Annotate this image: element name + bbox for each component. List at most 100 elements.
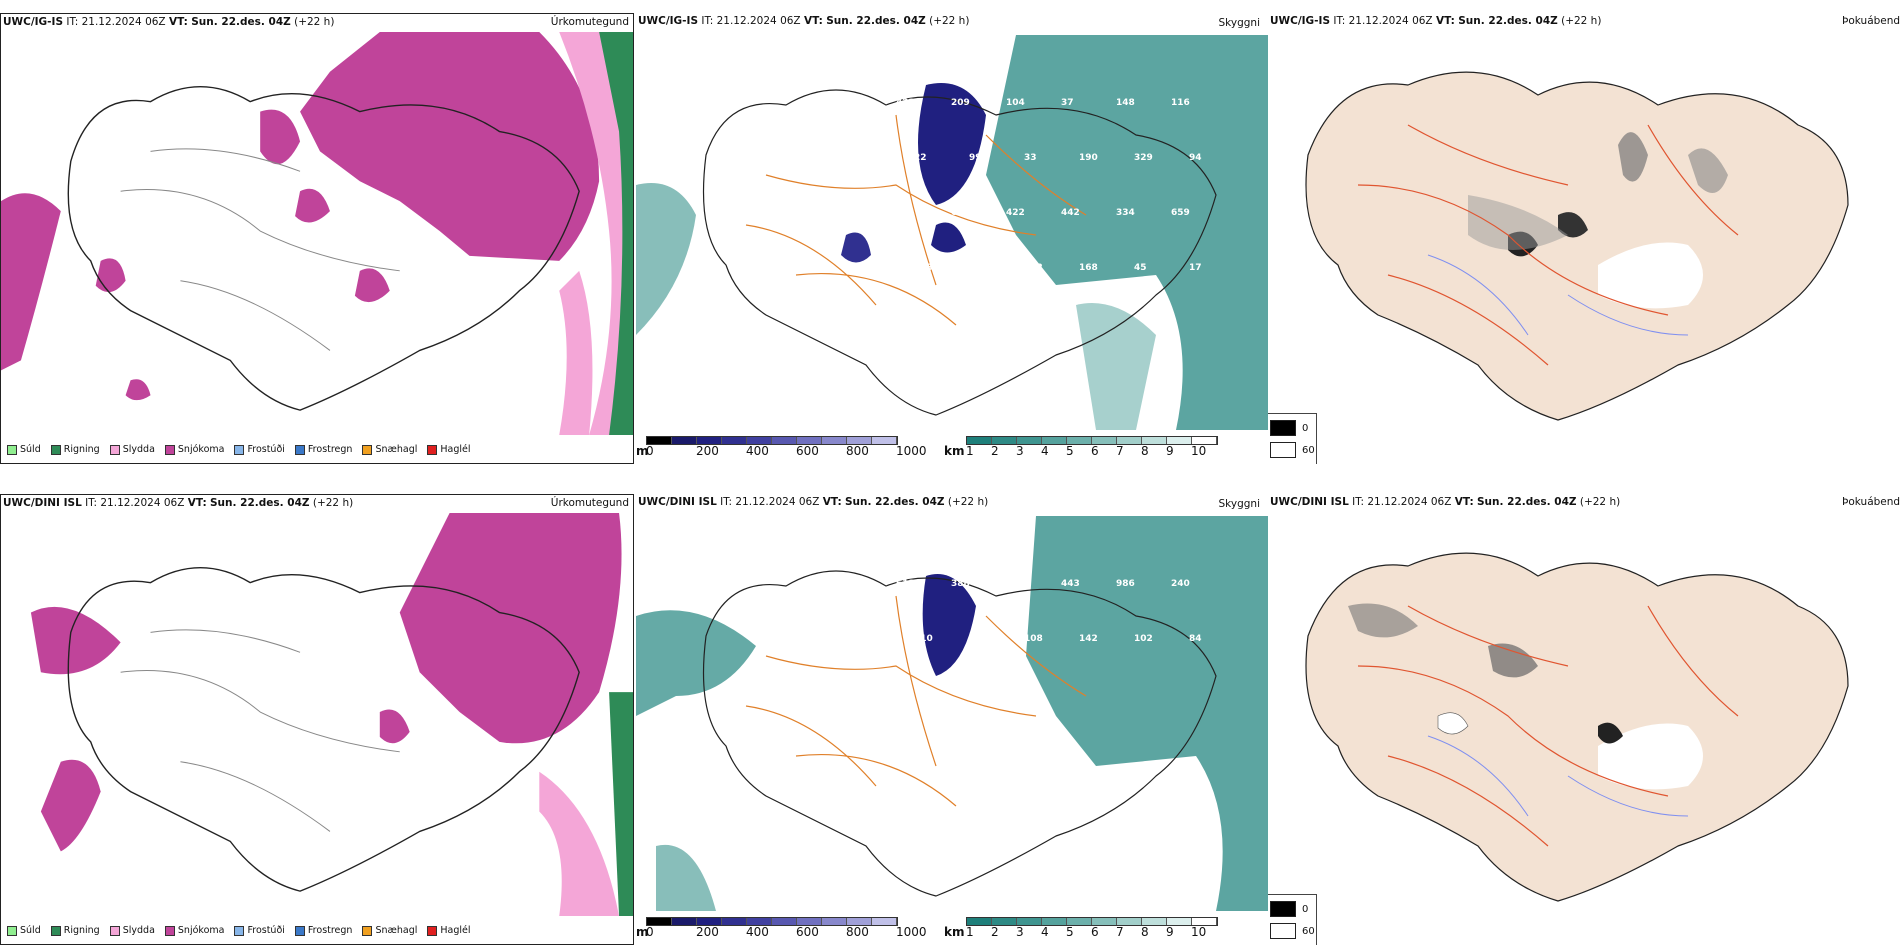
colorbar-cell <box>747 437 772 444</box>
panel-variable-name: Úrkomutegund <box>550 497 629 509</box>
colorbar-cell <box>992 918 1017 925</box>
colorbar-cell <box>822 437 847 444</box>
colorbar-tick: 400 <box>746 925 769 939</box>
precip-legend-item: Haglél <box>427 444 471 455</box>
colorbar-cell <box>1142 918 1167 925</box>
fog-legend-label: 60 <box>1302 925 1315 937</box>
ceiling-value-label: 531 <box>969 263 988 273</box>
legend-swatch <box>234 444 245 455</box>
ceiling-value-label: 522 <box>1006 579 1025 589</box>
colorbar-tick: 800 <box>846 925 869 939</box>
ceiling-value-label: 22 <box>914 153 927 163</box>
ceiling-map-svg: 422 209 104 37 148 116 22 99 33 190 329 94 94 625 422 4… <box>636 35 1268 430</box>
colorbar-tick: 400 <box>746 444 769 458</box>
precip-legend-item: Snæhagl <box>362 444 417 455</box>
legend-label: Haglél <box>440 925 471 936</box>
legend-label: Frostregn <box>307 925 353 936</box>
legend-label: Haglél <box>440 444 471 455</box>
precip-legend-item: Frostúði <box>234 925 285 936</box>
colorbar-cell <box>1017 437 1042 444</box>
legend-swatch <box>109 444 120 455</box>
colorbar-cells <box>966 436 1218 445</box>
legend-swatch <box>294 925 305 936</box>
ceiling-value-label: 102 <box>1134 634 1153 644</box>
panel-variable-name: Þokuábendi <box>1842 15 1900 27</box>
legend-label: Snjókoma <box>177 444 225 455</box>
ceiling-value-label: 17 <box>1189 263 1202 273</box>
colorbar-tick: 6 <box>1091 925 1099 939</box>
ceiling-value-label: 388 <box>951 579 970 589</box>
ceiling-value-label: 57 <box>896 689 909 699</box>
ceiling-map: 613 388 522 443 986 240 210 68 108 142 102 84 57 <box>636 516 1268 911</box>
colorbar-cell <box>967 918 992 925</box>
precip-map-svg <box>1 32 633 435</box>
legend-swatch <box>109 925 120 936</box>
colorbar-tick: 1000 <box>896 444 927 458</box>
precip-legend-item: Snjókoma <box>164 444 225 455</box>
colorbar-cell <box>1117 918 1142 925</box>
colorbar-tick: 0 <box>646 444 654 458</box>
legend-swatch <box>7 925 17 936</box>
fog-legend-box: 0 60 <box>1268 894 1317 945</box>
colorbar-tick: 10 <box>1191 444 1207 458</box>
ceiling-value-label: 168 <box>1079 263 1098 273</box>
ceiling-value-label: 33 <box>1024 153 1037 163</box>
precip-map <box>1 32 633 435</box>
colorbar-tick: 8 <box>1141 444 1149 458</box>
ceiling-value-label: 104 <box>1006 98 1025 108</box>
legend-label: Slydda <box>122 444 155 455</box>
panel-title: UWC/IG-IS IT: 21.12.2024 06Z VT: Sun. 22… <box>3 16 335 28</box>
ceiling-panel-top: UWC/IG-IS IT: 21.12.2024 06Z VT: Sun. 22… <box>636 13 1268 464</box>
precip-legend-item: Súld <box>7 925 41 936</box>
ceiling-value-label: 99 <box>969 153 982 163</box>
colorbar-cell <box>1167 918 1192 925</box>
fog-legend-swatch <box>1270 923 1296 939</box>
panel-variable-name: Skyggni <box>1218 17 1261 29</box>
panel-title: UWC/IG-IS IT: 21.12.2024 06Z VT: Sun. 22… <box>1270 15 1602 27</box>
colorbar-tick: 0 <box>646 925 654 939</box>
colorbar-cell <box>772 918 797 925</box>
ceiling-value-label: 986 <box>1116 579 1135 589</box>
legend-swatch <box>362 444 373 455</box>
legend-swatch <box>50 925 61 936</box>
ceiling-value-label: 148 <box>1116 98 1135 108</box>
precip-map-svg <box>30 513 633 916</box>
precip-legend-item: Slydda <box>109 444 155 455</box>
legend-label: Frostúði <box>247 925 285 936</box>
colorbar-cell <box>1092 437 1117 444</box>
legend-label: Rigning <box>63 925 100 936</box>
fog-legend-label: 0 <box>1302 422 1309 434</box>
legend-label: Snæhagl <box>375 444 418 455</box>
colorbar-cell <box>1117 437 1142 444</box>
ceiling-value-label: 422 <box>1006 208 1025 218</box>
ceiling-value-label: 94 <box>896 208 909 218</box>
colorbar-cells <box>646 917 898 926</box>
colorbar-tick: 5 <box>1066 925 1074 939</box>
colorbar-tick: 4 <box>1041 444 1049 458</box>
fog-legend-swatch <box>1270 901 1296 917</box>
colorbar-tick: 600 <box>796 444 819 458</box>
legend-swatch <box>362 925 373 936</box>
colorbar-tick: 2 <box>991 925 999 939</box>
precip-legend-item: Snjókoma <box>164 925 224 936</box>
ceiling-value-label: 108 <box>1024 634 1043 644</box>
colorbar-tick: 3 <box>1016 444 1024 458</box>
precip-legend-item: Frostúði <box>234 444 285 455</box>
colorbar-cell <box>672 918 697 925</box>
colorbar-cell <box>722 918 747 925</box>
visibility-colorbar: km 1 2 3 4 5 6 7 8 9 10 <box>944 436 1264 458</box>
colorbar-cells <box>646 436 898 445</box>
colorbar-cell <box>1042 918 1067 925</box>
legend-label: Frostúði <box>247 444 285 455</box>
colorbar-cell <box>797 918 822 925</box>
colorbar-tick: 9 <box>1166 444 1174 458</box>
ceiling-labels-group: 613 388 522 443 986 240 210 68 108 142 102 84 57 <box>896 579 1202 699</box>
colorbar-tick: 7 <box>1116 925 1124 939</box>
panel-variable-name: Úrkomutegund <box>550 16 629 28</box>
fog-legend-box: 0 60 <box>1268 413 1317 464</box>
colorbar-cell <box>1192 437 1217 444</box>
colorbar-cell <box>872 918 897 925</box>
precip-type-panel-top: UWC/IG-IS IT: 21.12.2024 06Z VT: Sun. 22… <box>0 13 634 464</box>
fog-legend-label: 0 <box>1302 903 1309 915</box>
colorbar-cell <box>647 437 672 444</box>
